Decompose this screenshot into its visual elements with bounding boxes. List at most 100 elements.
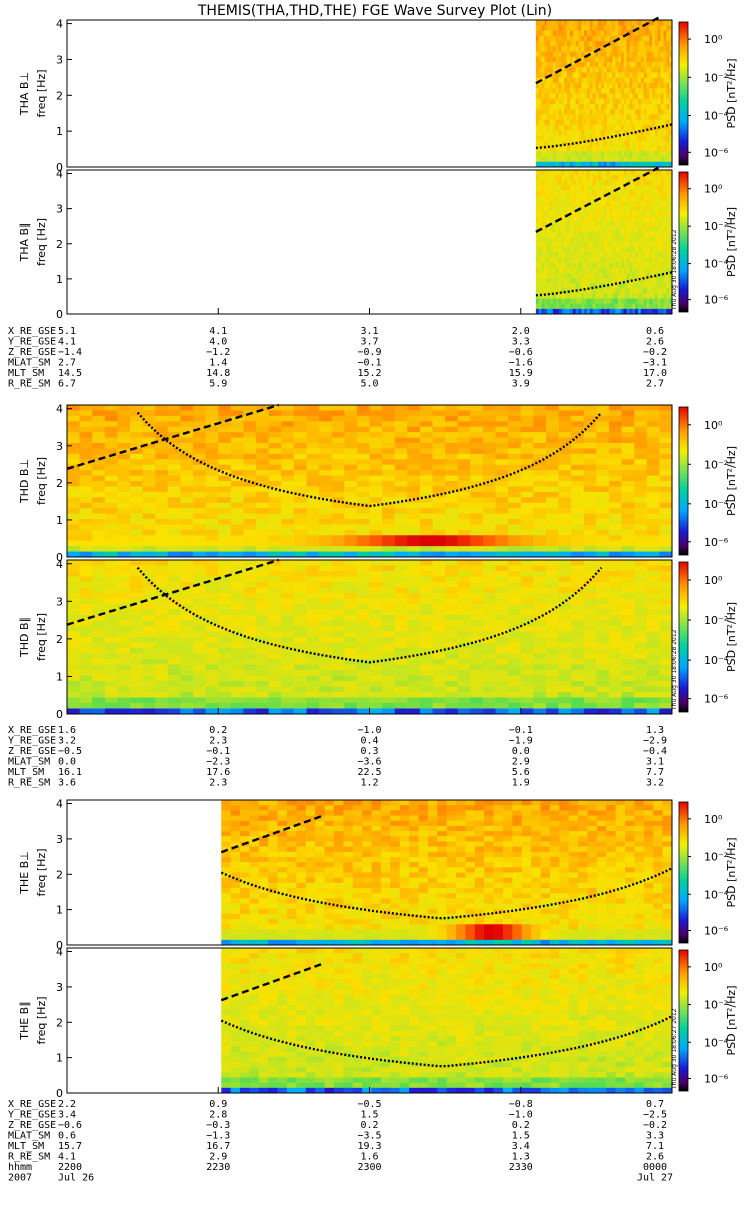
spectrogram-cell (604, 175, 607, 181)
spectrogram-cell (624, 196, 627, 202)
spectrogram-cell (559, 405, 572, 411)
spectrogram-cell (433, 560, 446, 566)
spectrogram-cell (612, 201, 615, 207)
spectrogram-cell (610, 67, 613, 73)
spectrogram-cell (612, 263, 615, 269)
spectrogram-cell (243, 588, 256, 594)
spectrogram-cell (243, 454, 256, 460)
spectrogram-cell (666, 83, 669, 89)
spectrogram-cell (571, 514, 584, 520)
spectrogram-cell (627, 201, 630, 207)
spectrogram-cell (553, 83, 556, 89)
spectrogram-cell (382, 421, 395, 427)
spectrogram-cell (357, 665, 370, 671)
spectrogram-cell (344, 530, 357, 536)
spectrogram-cell (666, 170, 669, 176)
spectrogram-cell (666, 41, 669, 47)
spectrogram-cell (590, 120, 593, 126)
spectrogram-cell (168, 492, 181, 498)
spectrogram-cell (521, 519, 534, 525)
spectrogram-cell (168, 621, 181, 627)
spectrogram-cell (420, 632, 433, 638)
spectrogram-cell (218, 465, 231, 471)
spectrogram-cell (294, 530, 307, 536)
spectrogram-cell (666, 211, 669, 217)
spectrogram-cell (635, 99, 638, 105)
spectrogram-cell (546, 546, 559, 552)
spectrogram-cell (622, 416, 635, 422)
spectrogram-cell (281, 604, 294, 610)
spectrogram-cell (294, 470, 307, 476)
spectrogram-cell (561, 185, 564, 191)
spectrogram-cell (649, 221, 652, 227)
spectrogram-cell (621, 237, 624, 243)
spectrogram-cell (641, 185, 644, 191)
spectrogram-cell (130, 621, 143, 627)
spectrogram-cell (344, 508, 357, 514)
spectrogram-cell (294, 577, 307, 583)
spectrogram-cell (319, 519, 332, 525)
spectrogram-cell (618, 83, 621, 89)
spectrogram-cell (590, 293, 593, 299)
spectrogram-cell (483, 535, 496, 541)
spectrogram-cell (627, 237, 630, 243)
spectrogram-cell (661, 67, 664, 73)
spectrogram-cell (658, 201, 661, 207)
spectrogram-cell (306, 519, 319, 525)
spectrogram-cell (601, 232, 604, 238)
spectrogram-cell (180, 615, 193, 621)
spectrogram-cell (218, 514, 231, 520)
spectrogram-cell (483, 546, 496, 552)
spectrogram-cell (536, 257, 539, 263)
spectrogram-cell (344, 566, 357, 572)
spectrogram-cell (593, 99, 596, 105)
spectrogram-cell (635, 273, 638, 279)
spectrogram-cell (581, 88, 584, 94)
spectrogram-cell (539, 247, 542, 253)
spectrogram-cell (281, 454, 294, 460)
ephemeris-row-value: 4.1 (58, 337, 76, 348)
spectrogram-cell (294, 560, 307, 566)
spectrogram-cell (584, 470, 597, 476)
spectrogram-cell (539, 73, 542, 79)
spectrogram-cell (604, 252, 607, 258)
spectrogram-cell (638, 151, 641, 157)
spectrogram-cell (567, 73, 570, 79)
spectrogram-cell (638, 237, 641, 243)
spectrogram-cell (243, 654, 256, 660)
spectrogram-cell (357, 546, 370, 552)
spectrogram-cell (542, 283, 545, 289)
spectrogram-cell (294, 481, 307, 487)
spectrogram-cell (155, 698, 168, 704)
spectrogram-cell (663, 263, 666, 269)
spectrogram-cell (143, 626, 156, 632)
spectrogram-cell (105, 470, 118, 476)
spectrogram-cell (433, 582, 446, 588)
spectrogram-cell (332, 492, 345, 498)
spectrogram-cell (576, 278, 579, 284)
spectrogram-cell (155, 459, 168, 465)
spectrogram-cell (624, 237, 627, 243)
spectrogram-cell (105, 621, 118, 627)
spectrogram-cell (587, 180, 590, 186)
spectrogram-cell (521, 486, 534, 492)
spectrogram-cell (644, 57, 647, 63)
spectrogram-cell (578, 299, 581, 305)
spectrogram-cell (578, 136, 581, 142)
spectrogram-cell (117, 503, 130, 509)
spectrogram-cell (618, 67, 621, 73)
spectrogram-cell (661, 263, 664, 269)
spectrogram-cell (598, 36, 601, 42)
spectrogram-cell (370, 519, 383, 525)
spectrogram-cell (564, 247, 567, 253)
spectrogram-cell (539, 263, 542, 269)
spectrogram-cell (622, 503, 635, 509)
spectrogram-cell (319, 443, 332, 449)
spectrogram-cell (646, 221, 649, 227)
spectrogram-cell (550, 268, 553, 274)
spectrogram-cell (370, 676, 383, 682)
spectrogram-cell (536, 196, 539, 202)
spectrogram-cell (306, 481, 319, 487)
spectrogram-cell (508, 443, 521, 449)
spectrogram-cell (370, 546, 383, 552)
